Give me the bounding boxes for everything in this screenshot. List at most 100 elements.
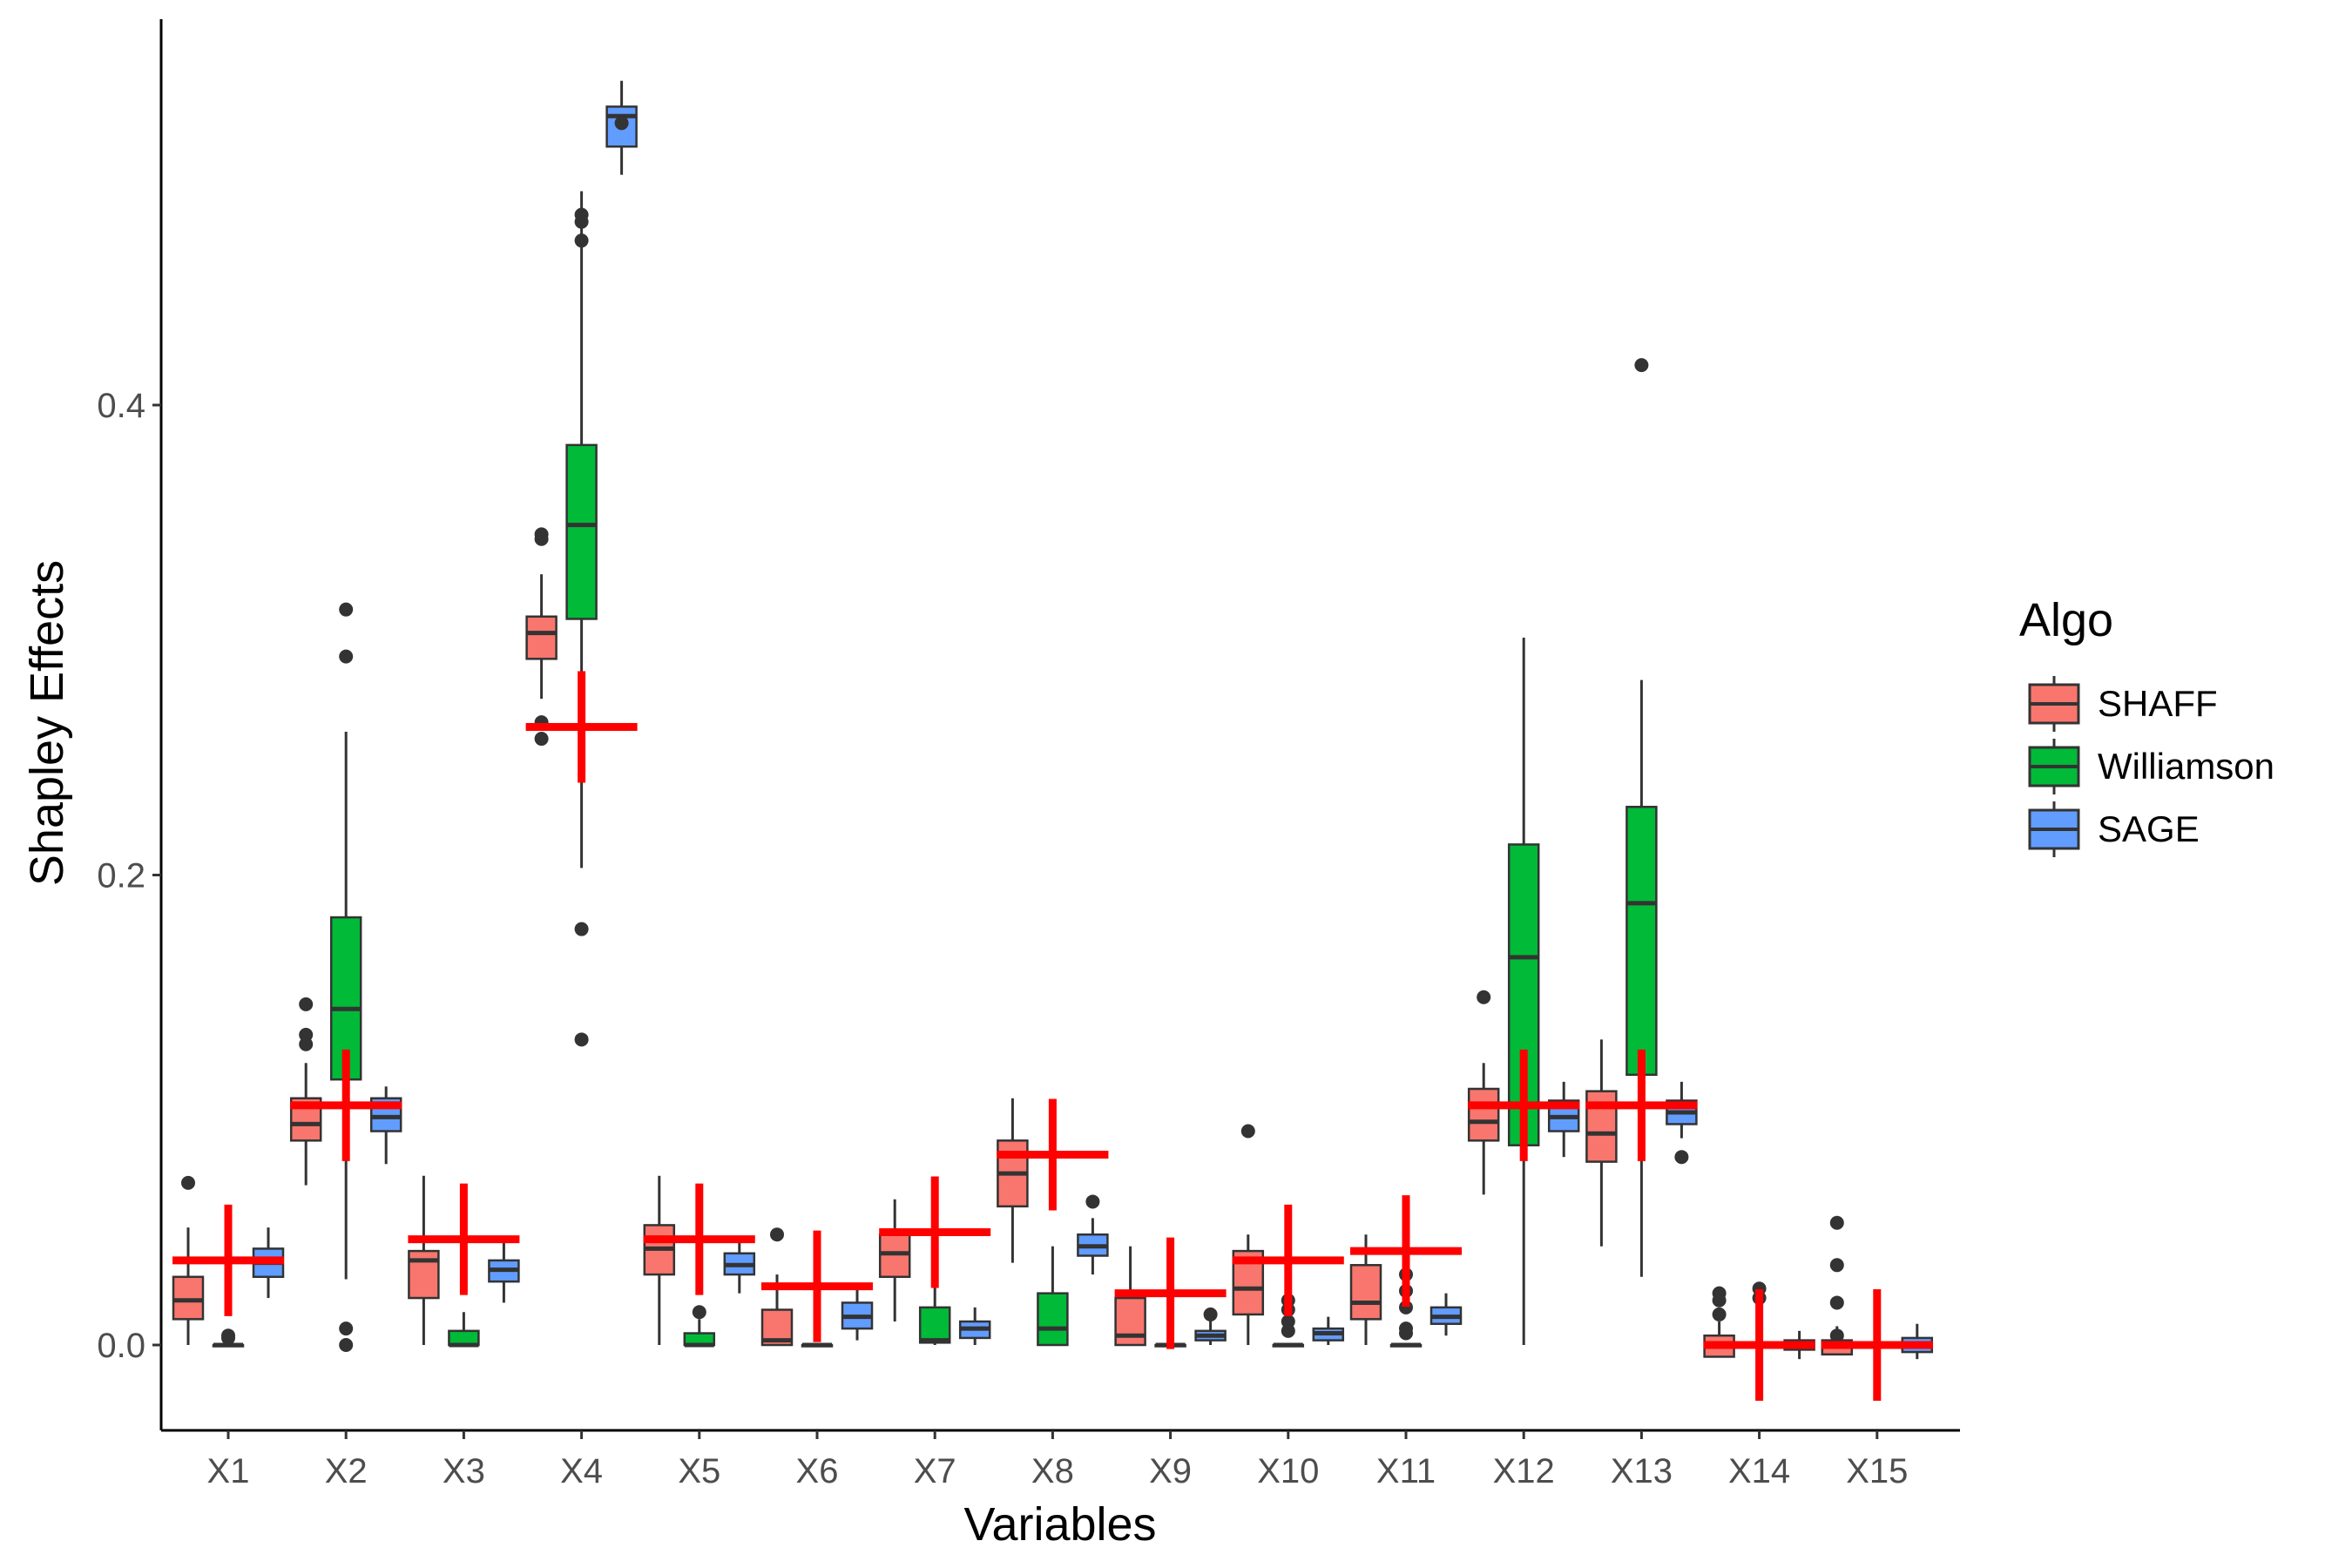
true-value-marker-x5 <box>643 1183 755 1295</box>
boxplot-sage-x6 <box>841 1283 874 1341</box>
x-tick-label: X9 <box>1149 1452 1192 1490</box>
y-tick-label: 0.4 <box>97 387 145 425</box>
outlier-point <box>614 116 629 131</box>
outlier-point <box>1634 358 1649 373</box>
boxplot-williamson-x8 <box>1037 1246 1069 1347</box>
x-tick-label: X6 <box>796 1452 839 1490</box>
outlier-point <box>1712 1293 1727 1308</box>
true-value-marker-x1 <box>172 1204 284 1316</box>
outlier-point <box>1399 1326 1413 1341</box>
boxplot-williamson-x7 <box>918 1269 951 1345</box>
outlier-point <box>339 649 354 664</box>
box-iqr <box>525 615 558 660</box>
outlier-point <box>574 922 589 936</box>
outlier-point <box>770 1227 784 1242</box>
x-tick-label: X13 <box>1611 1452 1673 1490</box>
boxplot-sage-x7 <box>958 1307 991 1345</box>
boxplot-shaff-x7 <box>878 1199 911 1322</box>
outlier-point <box>534 531 549 546</box>
true-value-marker-x12 <box>1468 1049 1580 1161</box>
boxplot-shaff-x11 <box>1349 1234 1382 1345</box>
outlier-point <box>574 214 589 229</box>
plot-area <box>172 80 1934 1401</box>
boxplot-shaff-x6 <box>760 1227 794 1347</box>
outlier-point <box>1203 1307 1218 1321</box>
outlier-point <box>534 732 549 747</box>
legend-label: Williamson <box>2098 746 2274 787</box>
outlier-point <box>299 997 314 1011</box>
boxplot-sage-x9 <box>1194 1307 1227 1345</box>
x-tick-label: X15 <box>1846 1452 1908 1490</box>
box-iqr <box>918 1306 951 1344</box>
boxplot-sage-x10 <box>1312 1316 1345 1345</box>
y-tick-label: 0.2 <box>97 857 145 896</box>
outlier-point <box>1829 1215 1844 1230</box>
outlier-point <box>574 233 589 248</box>
outlier-point <box>1477 990 1491 1004</box>
outlier-point <box>181 1175 195 1190</box>
true-value-marker-x10 <box>1232 1204 1344 1316</box>
outlier-point <box>1085 1194 1100 1209</box>
legend-item-williamson: Williamson <box>2028 739 2274 794</box>
true-value-marker-x4 <box>525 671 638 783</box>
x-tick-label: X2 <box>325 1452 368 1490</box>
y-tick-label: 0.0 <box>97 1327 145 1365</box>
box-iqr <box>1114 1296 1146 1347</box>
true-value-marker-x8 <box>997 1098 1109 1211</box>
legend-label: SHAFF <box>2098 683 2218 724</box>
box-iqr <box>1467 1087 1500 1142</box>
x-tick-label: X10 <box>1257 1452 1319 1490</box>
outlier-point <box>692 1305 706 1320</box>
axes: 0.0 0.2 0.4 X1 X2 X3 X4 X5 X6 X7 X8 X9 X10 X11 X12 X13 X… <box>97 19 1960 1490</box>
outlier-point <box>1240 1124 1255 1139</box>
outlier-point <box>1712 1307 1727 1321</box>
outlier-point <box>299 1037 314 1051</box>
true-value-marker-x6 <box>761 1230 873 1342</box>
true-value-marker-x15 <box>1821 1289 1933 1401</box>
boxplot-williamson-x4 <box>565 191 598 1047</box>
legend-label: SAGE <box>2098 808 2200 849</box>
true-value-marker-x13 <box>1585 1049 1698 1161</box>
true-value-marker-x14 <box>1703 1289 1815 1401</box>
box-iqr <box>172 1275 205 1321</box>
x-axis-title: Variables <box>963 1498 1156 1551</box>
outlier-point <box>1829 1295 1844 1310</box>
y-axis-title: Shapley Effects <box>21 560 73 886</box>
boxplot-sage-x4 <box>605 80 638 175</box>
boxplot-sage-x3 <box>488 1241 520 1303</box>
boxplot-williamson-x13 <box>1625 358 1658 1277</box>
boxplot-shaff-x1 <box>172 1175 205 1345</box>
outlier-point <box>339 1321 354 1336</box>
boxplot-sage-x11 <box>1429 1293 1463 1336</box>
boxplot-shaff-x9 <box>1114 1246 1146 1347</box>
boxplot-williamson-x1 <box>212 1328 245 1348</box>
box-iqr <box>1625 806 1658 1077</box>
outlier-point <box>1281 1323 1295 1338</box>
x-tick-label: X11 <box>1376 1452 1436 1490</box>
true-value-marker-x2 <box>290 1049 402 1161</box>
outlier-point <box>339 602 354 617</box>
legend-item-shaff: SHAFF <box>2028 676 2218 732</box>
x-tick-label: X8 <box>1031 1452 1074 1490</box>
outlier-point <box>1829 1328 1844 1343</box>
x-tick-label: X1 <box>207 1452 250 1490</box>
boxplot-shaff-x15 <box>1821 1215 1854 1356</box>
boxplot-shaff-x12 <box>1467 990 1500 1195</box>
box-iqr <box>408 1249 440 1300</box>
x-tick-label: X5 <box>678 1452 720 1490</box>
legend-item-sage: SAGE <box>2028 801 2200 857</box>
boxplot-williamson-x6 <box>801 1342 834 1348</box>
boxplot-shaff-x5 <box>643 1175 676 1345</box>
boxplot-sage-x8 <box>1077 1194 1109 1275</box>
box-iqr <box>878 1233 911 1279</box>
true-value-marker-x9 <box>1114 1237 1227 1349</box>
x-tick-label: X3 <box>443 1452 485 1490</box>
outlier-point <box>1674 1150 1689 1165</box>
boxplot-williamson-x3 <box>448 1312 480 1348</box>
true-value-marker-x7 <box>879 1176 991 1288</box>
outlier-point <box>221 1330 235 1345</box>
outlier-point <box>339 1338 354 1352</box>
box-iqr <box>565 443 598 620</box>
